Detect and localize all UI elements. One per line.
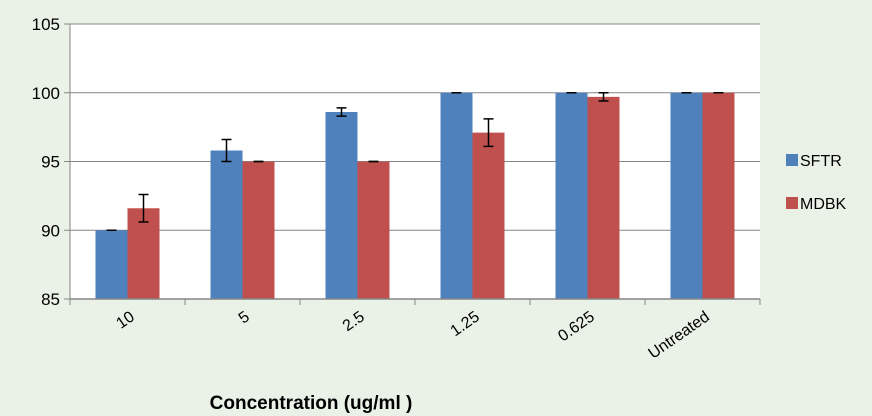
bar-sftr-0.625 [555,92,588,299]
x-tick-label: 2.5 [340,308,368,335]
y-tick-label: 100 [32,84,60,103]
x-tick-label: 0.625 [555,308,598,345]
bar-mdbk-5 [242,161,275,299]
x-tick-label: 1.25 [448,308,483,340]
error-bar-sftr-2.5 [336,107,347,117]
bar-mdbk-untreated [702,92,735,299]
bar-mdbk-1.25 [472,132,505,299]
x-tick-label: 5 [236,308,253,327]
y-tick-labels: 85 90 95 100 105 [32,15,60,309]
y-tick-label: 90 [41,221,60,240]
x-tick-label: 10 [113,308,137,332]
bar-sftr-10 [95,230,128,299]
y-tick-label: 95 [41,153,60,172]
error-bar-sftr-5 [221,138,232,163]
bars [95,92,735,299]
bar-sftr-1.25 [440,92,473,299]
bar-sftr-untreated [670,92,703,299]
y-tick-label: 85 [41,290,60,309]
error-bar-mdbk-10 [138,193,149,223]
legend-item-mdbk: MDBK [786,196,847,213]
bar-mdbk-2.5 [357,161,390,299]
gridlines [70,23,760,231]
error-bar-mdbk-0.625 [598,92,609,102]
error-bars [106,92,724,231]
legend-label: MDBK [800,196,847,213]
legend-item-sftr: SFTR [786,153,842,170]
bar-mdbk-0.625 [587,96,620,299]
bar-sftr-2.5 [325,112,358,299]
x-tick-label: Untreated [645,308,712,362]
legend-swatch [786,197,798,209]
axes [64,23,761,305]
x-axis-label: Concentration (ug/ml ) [210,393,413,414]
bar-mdbk-10 [127,208,160,299]
error-bar-mdbk-1.25 [483,118,494,148]
legend: SFTR MDBK [786,153,847,213]
legend-swatch [786,154,798,166]
x-tick-labels: 10 5 2.5 1.25 0.625 Untreated [113,308,712,362]
legend-label: SFTR [800,153,842,170]
bar-sftr-5 [210,150,243,299]
y-tick-label: 105 [32,15,60,34]
